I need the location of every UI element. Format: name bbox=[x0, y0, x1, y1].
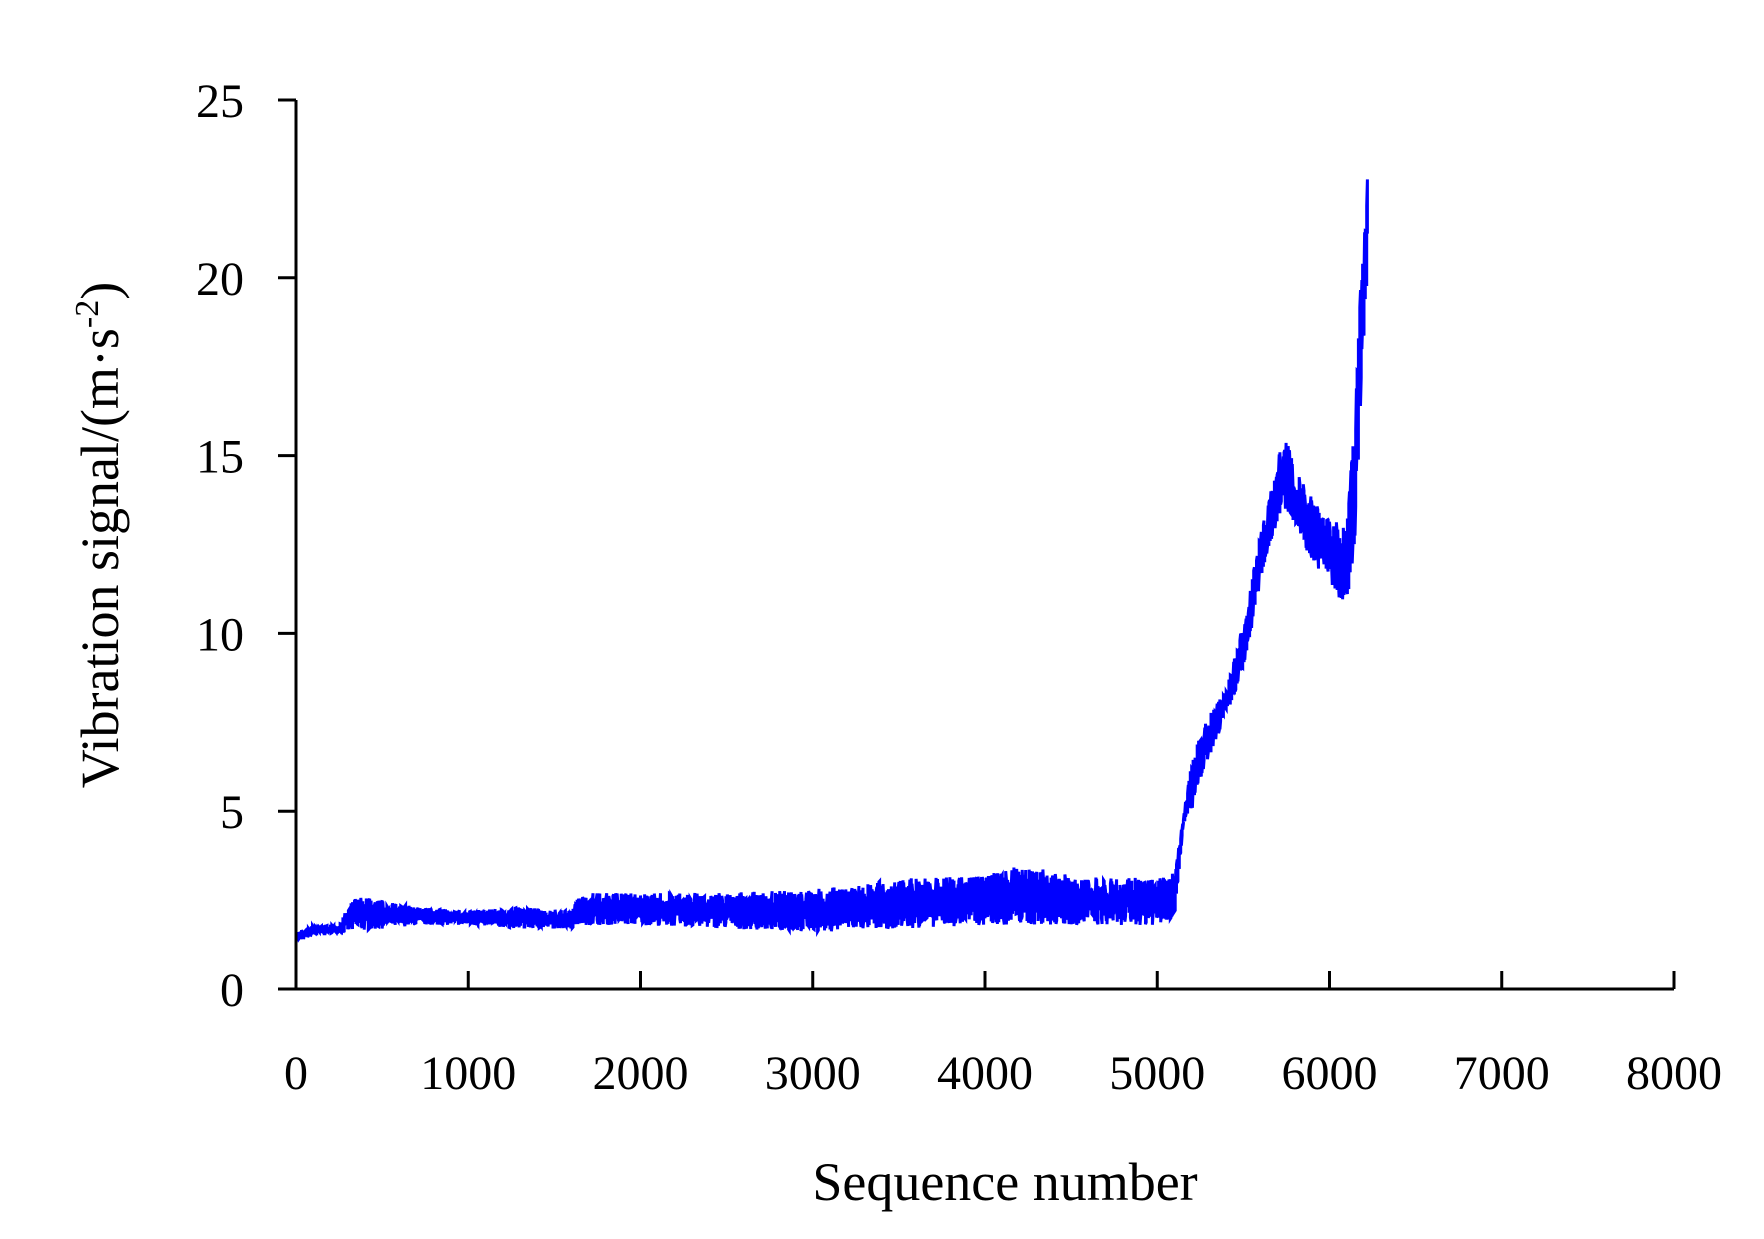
y-tick-label: 25 bbox=[196, 75, 244, 128]
plot-area bbox=[294, 179, 1369, 943]
x-tick-label: 1000 bbox=[420, 1047, 516, 1100]
y-tick-label: 20 bbox=[196, 253, 244, 306]
vibration-signal-series bbox=[294, 179, 1369, 943]
y-axis-label-main: Vibration signal/(m·s bbox=[70, 328, 130, 788]
y-tick-label: 0 bbox=[220, 964, 244, 1017]
x-tick-label: 6000 bbox=[1282, 1047, 1378, 1100]
y-axis-label: Vibration signal/(m·s-2) bbox=[69, 282, 130, 789]
x-tick-label: 4000 bbox=[937, 1047, 1033, 1100]
x-tick-label: 2000 bbox=[593, 1047, 689, 1100]
x-ticks: 0 1000 2000 3000 4000 5000 6000 7000 8000 bbox=[284, 971, 1722, 1100]
y-tick-label: 10 bbox=[196, 608, 244, 661]
y-axis-label-superscript: -2 bbox=[69, 300, 106, 328]
y-tick-label: 15 bbox=[196, 431, 244, 484]
y-tick-label: 5 bbox=[220, 786, 244, 839]
axes: 0 1000 2000 3000 4000 5000 6000 7000 8000 0 5 10 15… bbox=[196, 75, 1722, 1100]
y-ticks: 0 5 10 15 20 25 bbox=[196, 75, 296, 1017]
x-tick-label: 3000 bbox=[765, 1047, 861, 1100]
x-tick-label: 8000 bbox=[1626, 1047, 1722, 1100]
y-axis-label-close: ) bbox=[70, 282, 130, 300]
x-tick-label: 0 bbox=[284, 1047, 308, 1100]
x-axis-label: Sequence number bbox=[812, 1152, 1197, 1212]
x-tick-label: 7000 bbox=[1454, 1047, 1550, 1100]
x-tick-label: 5000 bbox=[1109, 1047, 1205, 1100]
